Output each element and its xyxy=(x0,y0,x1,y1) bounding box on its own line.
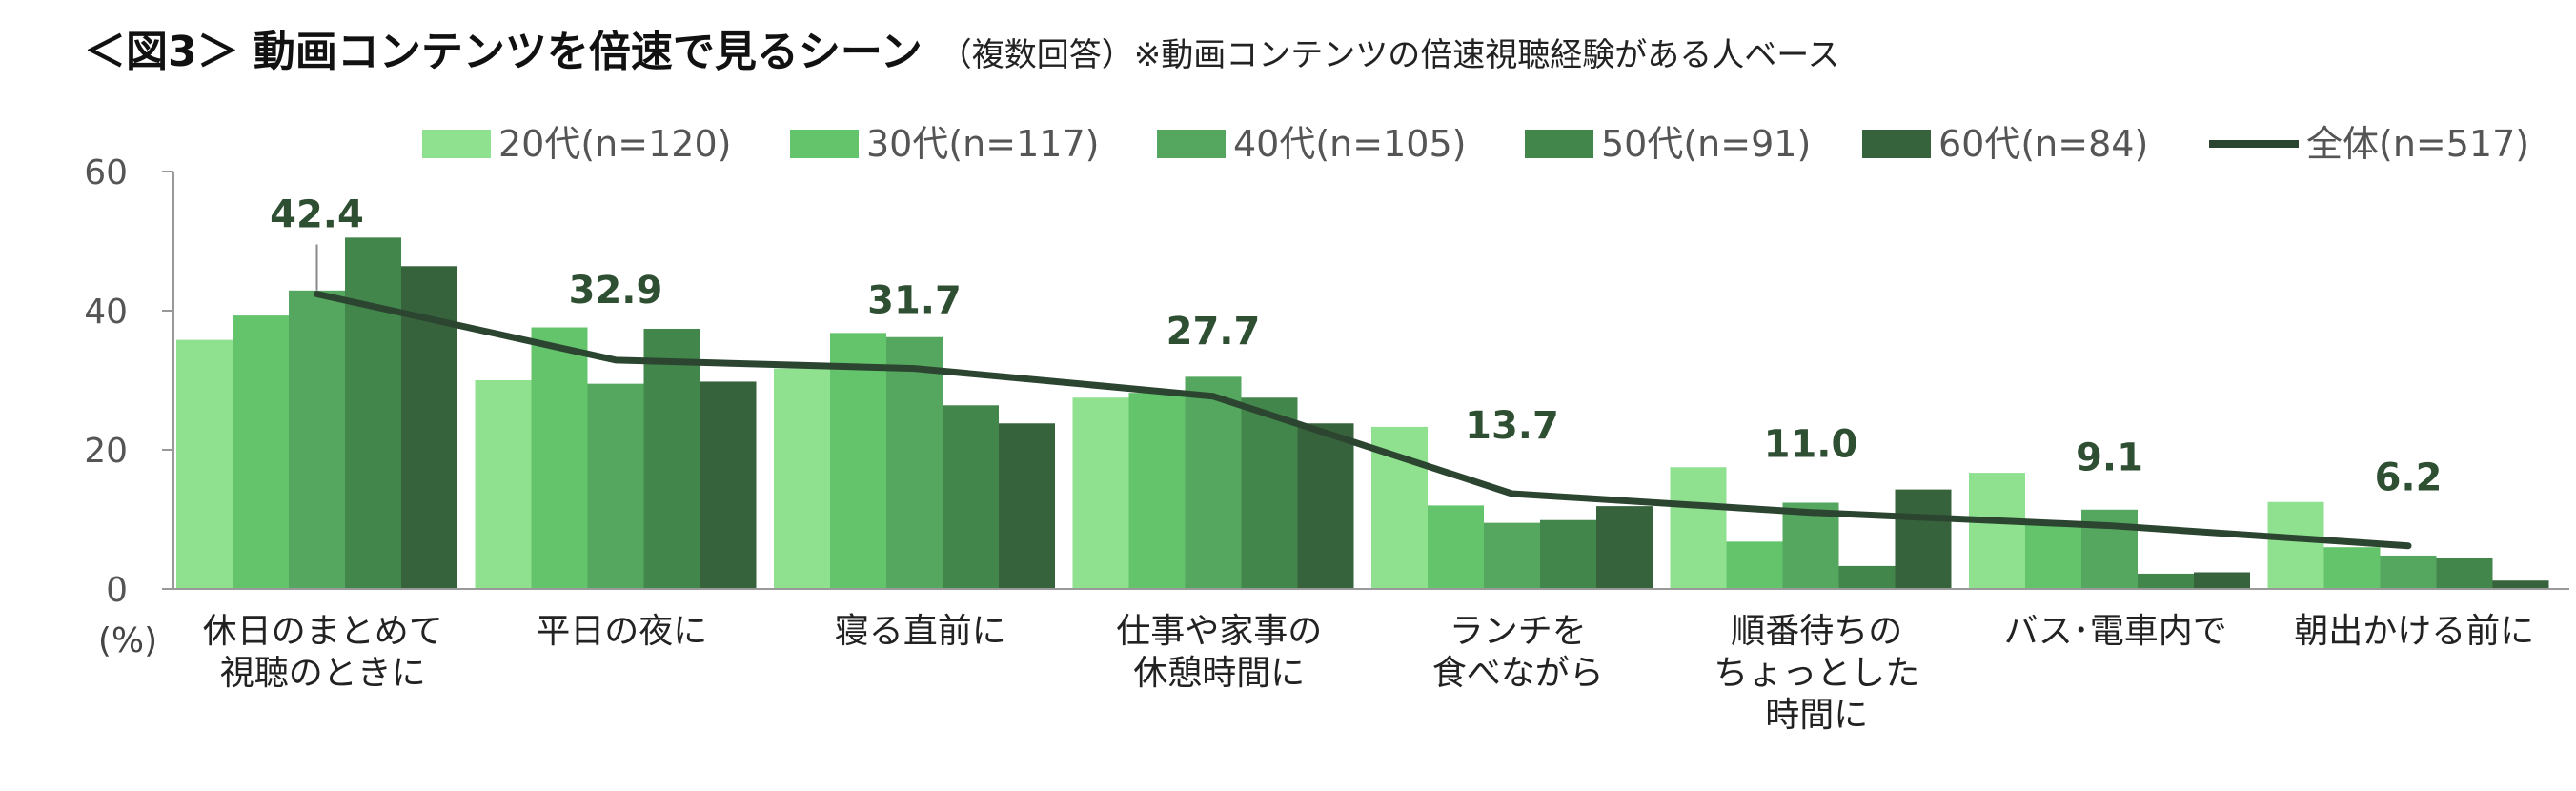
bar xyxy=(531,327,588,589)
x-category-label: 時間に xyxy=(1765,696,1868,735)
bar xyxy=(2025,523,2081,589)
bar xyxy=(1297,423,1354,589)
x-category-label: 寝る直前に xyxy=(835,612,1006,651)
legend-item: 60代(n=84) xyxy=(1862,123,2148,165)
bar xyxy=(475,380,532,589)
y-tick-label: 40 xyxy=(84,293,128,332)
y-tick-label: 60 xyxy=(84,153,128,193)
bar xyxy=(289,290,345,589)
legend-swatch xyxy=(1157,130,1226,158)
legend: 20代(n=120) 30代(n=117) 40代(n=105) 50代(n=91) 6… xyxy=(422,123,2529,165)
y-tick-label: 0 xyxy=(106,571,128,610)
x-category-label: 朝出かける前に xyxy=(2294,612,2534,651)
bar xyxy=(1596,506,1653,589)
y-unit-label: (%) xyxy=(98,621,157,660)
x-category-label: ランチを xyxy=(1450,612,1587,651)
bar xyxy=(999,423,1055,589)
total-series-line xyxy=(314,290,2412,550)
x-category-label: バス･電車内で xyxy=(2004,612,2227,651)
bar xyxy=(700,381,757,589)
legend-swatch xyxy=(1862,130,1931,158)
total-data-label: 6.2 xyxy=(2375,456,2443,500)
bar xyxy=(2323,547,2381,589)
total-data-label: 32.9 xyxy=(569,269,663,313)
bar xyxy=(2436,558,2493,589)
bar xyxy=(1540,519,1596,589)
bar xyxy=(2194,572,2250,589)
total-line xyxy=(314,290,2412,550)
bar xyxy=(1128,393,1186,589)
bar xyxy=(587,383,644,589)
legend-swatch xyxy=(1525,130,1593,158)
bar xyxy=(1895,489,1952,589)
total-data-label: 9.1 xyxy=(2076,436,2143,480)
x-category-label: ちょっとした xyxy=(1714,654,1919,693)
bar xyxy=(1670,467,1727,589)
y-axis: 0 20 40 60 (%) xyxy=(84,153,174,660)
bars xyxy=(176,237,2549,589)
bar xyxy=(2380,555,2437,589)
x-category-label: 休日のまとめて xyxy=(203,612,443,651)
legend-label: 30代(n=117) xyxy=(866,123,1099,165)
x-category-label: 食べながら xyxy=(1432,654,1604,693)
bar xyxy=(233,315,289,589)
total-data-label: 31.7 xyxy=(867,279,962,323)
total-data-label: 11.0 xyxy=(1764,423,1858,467)
bar xyxy=(1484,522,1540,589)
bar xyxy=(1726,541,1783,589)
legend-label: 50代(n=91) xyxy=(1601,123,1811,165)
legend-label: 40代(n=105) xyxy=(1233,123,1466,165)
y-tick-label: 20 xyxy=(84,432,128,471)
total-data-label: 27.7 xyxy=(1166,310,1261,354)
bar xyxy=(1428,505,1484,589)
bar xyxy=(2492,580,2549,589)
legend-item: 40代(n=105) xyxy=(1157,123,1466,165)
x-category-label: 視聴のときに xyxy=(220,654,426,693)
bar xyxy=(1185,376,1242,589)
chart-title-row: ＜図3＞ 動画コンテンツを倍速で見るシーン （複数回答）※動画コンテンツの倍速視聴… xyxy=(84,17,1840,78)
total-data-label: 13.7 xyxy=(1465,404,1559,448)
bar xyxy=(176,339,233,589)
legend-swatch xyxy=(422,130,491,158)
bar xyxy=(2267,501,2324,589)
data-labels: 42.4 32.9 31.7 27.7 13.7 11.0 9.1 6.2 xyxy=(270,193,2442,499)
bar xyxy=(830,333,886,589)
legend-label: 60代(n=84) xyxy=(1938,123,2148,165)
bar xyxy=(1838,565,1896,589)
bar xyxy=(643,328,700,589)
chart-title: ＜図3＞ 動画コンテンツを倍速で見るシーン xyxy=(84,28,923,76)
legend-label: 全体(n=517) xyxy=(2306,123,2529,165)
bar xyxy=(774,368,830,589)
legend-item: 30代(n=117) xyxy=(790,123,1099,165)
legend-item: 50代(n=91) xyxy=(1525,123,1811,165)
x-category-label: 順番待ちの xyxy=(1731,612,1902,651)
bar xyxy=(943,405,999,589)
chart-subtitle: （複数回答）※動画コンテンツの倍速視聴経験がある人ベース xyxy=(939,36,1840,74)
bar xyxy=(2138,573,2194,589)
legend-item: 全体(n=517) xyxy=(2209,123,2529,165)
bar xyxy=(1969,473,2025,589)
total-data-label: 42.4 xyxy=(270,193,364,236)
bar xyxy=(345,237,401,589)
legend-item: 20代(n=120) xyxy=(422,123,731,165)
bar xyxy=(1072,397,1129,589)
legend-swatch xyxy=(790,130,859,158)
bar xyxy=(886,336,943,589)
x-category-label: 休憩時間に xyxy=(1133,654,1305,693)
x-category-label: 仕事や家事の xyxy=(1116,612,1322,651)
bar xyxy=(1782,502,1839,589)
legend-label: 20代(n=120) xyxy=(498,123,731,165)
bar xyxy=(1241,397,1298,589)
x-category-label: 平日の夜に xyxy=(536,612,707,651)
